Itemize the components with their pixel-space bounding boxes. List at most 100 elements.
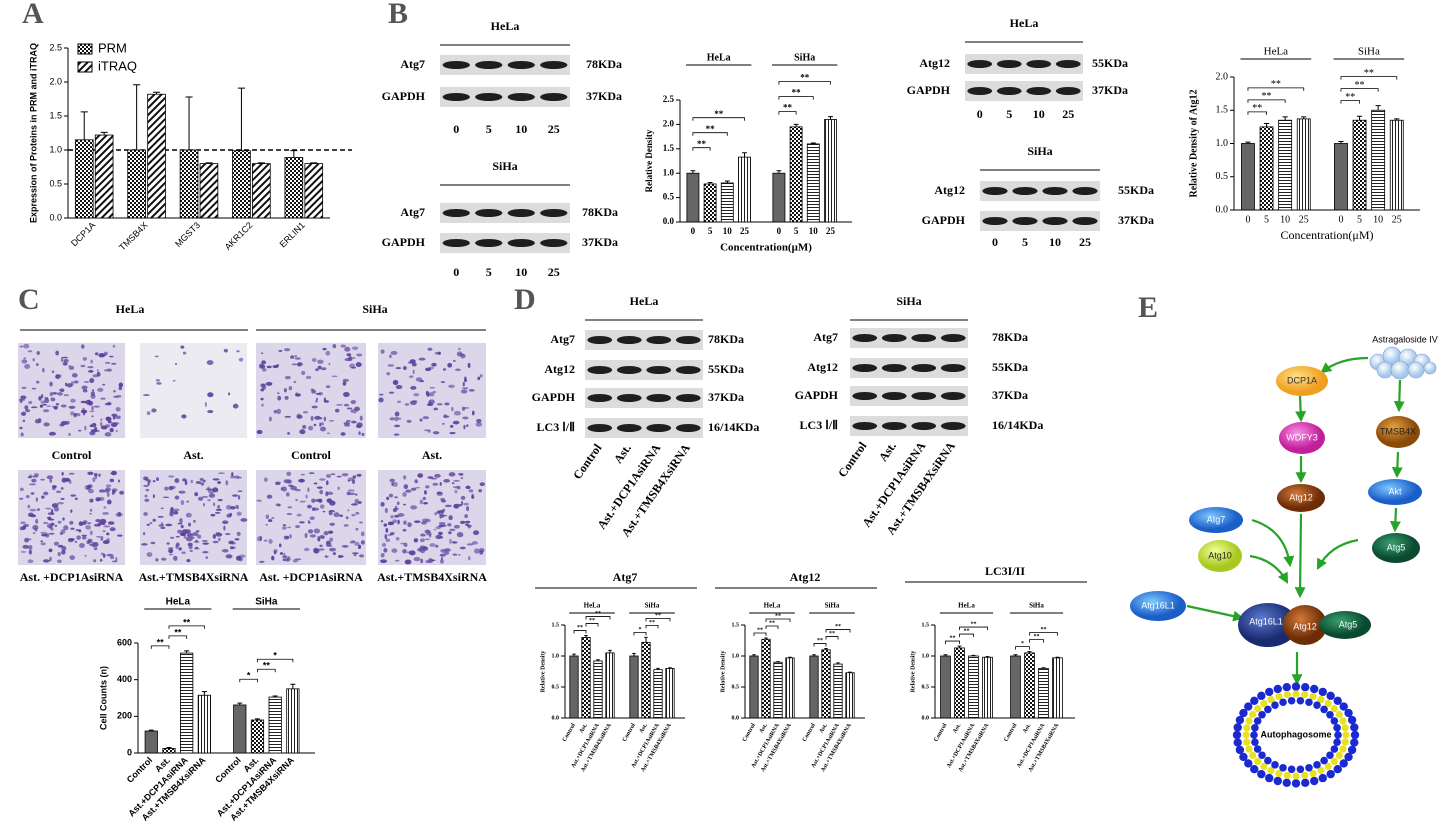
cell	[422, 518, 429, 522]
error-bar	[254, 718, 260, 720]
error-bar	[1263, 123, 1270, 127]
error-bar	[290, 683, 296, 689]
node	[1279, 422, 1325, 454]
blot-membrane	[965, 81, 1083, 101]
cell	[444, 504, 452, 508]
cell	[205, 556, 209, 559]
cell	[202, 479, 206, 483]
blot-band	[507, 239, 535, 247]
cell	[177, 522, 183, 525]
panel-label: C	[18, 283, 40, 316]
membrane-bead	[1317, 766, 1325, 775]
bar	[179, 149, 199, 219]
significance-label: **	[1252, 103, 1262, 114]
error-bar	[836, 662, 840, 665]
cell	[81, 385, 88, 390]
significance-bracket	[1340, 100, 1360, 104]
cell	[35, 497, 39, 502]
cell	[36, 350, 40, 355]
node-label: Atg12	[1293, 621, 1317, 631]
bar	[1241, 143, 1255, 211]
cell	[74, 497, 78, 500]
cell	[426, 531, 432, 536]
cell	[49, 478, 52, 483]
blot-membrane	[585, 330, 703, 350]
cell	[89, 498, 94, 503]
cell	[175, 544, 179, 550]
error-bar	[596, 659, 600, 661]
cell	[202, 551, 209, 554]
cell	[342, 381, 347, 386]
cell	[43, 491, 49, 496]
x-tick-label: ERLIN1	[278, 220, 307, 249]
cell	[109, 527, 116, 532]
cell	[456, 352, 464, 357]
legend-swatch	[77, 43, 93, 55]
blot-title: SiHa	[1027, 144, 1052, 158]
cell	[34, 527, 38, 532]
western-blot: SiHa Atg7 78KDa GAPDH 37KDa 0 5 10 25	[382, 159, 618, 279]
cell	[97, 387, 104, 392]
cell	[389, 478, 395, 483]
cell	[438, 522, 446, 525]
significance-label: **	[263, 661, 271, 671]
cell	[92, 477, 96, 483]
cell	[37, 417, 42, 424]
cell	[146, 552, 153, 557]
cell	[43, 422, 50, 427]
cell	[52, 392, 58, 395]
cell	[438, 531, 443, 536]
membrane-bead	[1318, 773, 1327, 783]
cell	[27, 350, 33, 353]
cell	[326, 491, 334, 495]
blot-membrane	[850, 328, 968, 348]
cell	[20, 551, 27, 553]
blot-band	[881, 422, 907, 430]
membrane-bead	[1257, 691, 1266, 701]
membrane-bead	[1260, 762, 1268, 771]
membrane-bead	[1233, 738, 1242, 747]
cell	[212, 540, 219, 544]
significance-bracket	[1015, 646, 1030, 650]
cell	[181, 414, 187, 419]
cell	[28, 545, 33, 551]
x-tick-label: Control	[622, 722, 637, 743]
cell	[181, 551, 186, 555]
bar	[1352, 119, 1367, 211]
y-tick-label: 1.5	[922, 622, 930, 628]
cell	[141, 543, 148, 546]
y-tick-label: 0.5	[922, 684, 930, 690]
significance-label: *	[639, 627, 642, 633]
blot-membrane	[850, 358, 968, 378]
cell	[143, 484, 149, 488]
cell	[294, 354, 298, 358]
cell	[293, 380, 297, 384]
cell	[347, 489, 355, 492]
membrane-bead	[1301, 691, 1309, 699]
cell	[106, 553, 114, 557]
node	[1189, 507, 1243, 533]
cell	[84, 425, 87, 431]
cell	[112, 489, 116, 494]
cell	[359, 415, 363, 421]
blot-band	[1026, 60, 1052, 68]
cell	[104, 369, 108, 372]
x-tick-label: 0	[1338, 214, 1343, 225]
cell	[57, 551, 61, 557]
chart: 0.0 0.5 1.0 1.5 2.0 2.5 Expression of Proteins…	[28, 40, 352, 253]
cell	[311, 358, 317, 362]
blot-band	[1042, 217, 1068, 225]
cell	[290, 355, 295, 359]
cell	[291, 363, 298, 366]
cell	[228, 392, 231, 396]
cell	[435, 534, 443, 540]
cell	[93, 559, 97, 563]
cell	[443, 415, 450, 418]
x-tick-label: Control	[742, 722, 757, 743]
error-bar	[824, 648, 828, 650]
cell	[403, 520, 407, 525]
bar	[845, 672, 855, 719]
cell	[456, 532, 464, 538]
cell	[207, 392, 214, 398]
membrane-bead	[1283, 771, 1291, 779]
